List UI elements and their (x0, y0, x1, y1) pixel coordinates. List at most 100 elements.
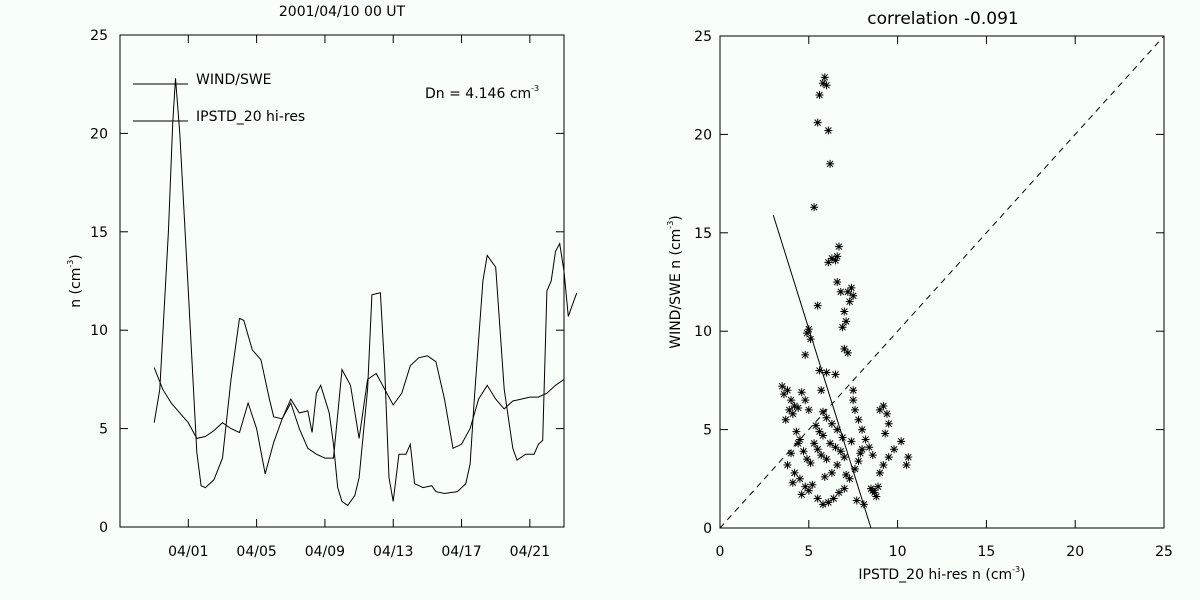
left-y-tick-label: 5 (99, 422, 108, 438)
left-chart-title: 2001/04/10 00 UT (279, 4, 406, 20)
scatter-point (843, 348, 852, 357)
scatter-point (797, 388, 806, 397)
legend-label-ipstd: IPSTD_20 hi-res (196, 109, 305, 125)
series-line-ipstd (153, 355, 565, 475)
scatter-point (838, 433, 847, 442)
scatter-point (842, 470, 851, 479)
scatter-point (794, 439, 803, 448)
scatter-point (843, 287, 852, 296)
scatter-point (820, 472, 829, 481)
equality-dashed-line (719, 35, 1165, 529)
scatter-point (840, 307, 849, 316)
regression-fit-line (772, 214, 872, 529)
scatter-point (827, 468, 836, 477)
scatter-point (852, 496, 861, 505)
scatter-point (801, 396, 810, 405)
left-x-tick-label: 04/13 (373, 544, 413, 560)
right-x-tick-label: 5 (804, 544, 813, 560)
scatter-point (781, 415, 790, 424)
scatter-point (806, 459, 815, 468)
scatter-point (778, 382, 787, 391)
scatter-point (872, 492, 881, 501)
right-y-tick-label: 15 (694, 226, 712, 242)
left-x-tick-label: 04/17 (441, 544, 481, 560)
scatter-point (897, 437, 906, 446)
right-y-tick-label: 10 (694, 324, 712, 340)
scatter-point (790, 401, 799, 410)
right-plot-frame (719, 35, 1165, 529)
scatter-point (868, 486, 877, 495)
scatter-point (865, 443, 874, 452)
scatter-point (881, 429, 890, 438)
scatter-point (842, 317, 851, 326)
left-x-tick-label: 04/01 (168, 544, 208, 560)
scatter-point (840, 484, 849, 493)
scatter-point (859, 500, 868, 509)
scatter-point (822, 81, 831, 90)
scatter-point (808, 480, 817, 489)
scatter-point (819, 500, 828, 509)
scatter-point (824, 498, 833, 507)
scatter-point (783, 386, 792, 395)
scatter-chart: correlation -0.091 0 5 10 15 20 25 0 5 10 15 20 25… (666, 9, 1173, 583)
legend-label-wind-swe: WIND/SWE (196, 72, 272, 88)
scatter-point (813, 494, 822, 503)
right-x-tick-label: 15 (977, 544, 995, 560)
scatter-point (813, 301, 822, 310)
left-y-tick-label: 25 (90, 28, 108, 44)
scatter-point (858, 425, 867, 434)
scatter-point (822, 368, 831, 377)
scatter-point (854, 457, 863, 466)
scatter-point (824, 126, 833, 135)
scatter-point (827, 419, 836, 428)
scatter-point (799, 447, 808, 456)
scatter-point (797, 490, 806, 499)
scatter-point (875, 405, 884, 414)
scatter-points (778, 73, 913, 509)
left-x-tick-label: 04/09 (305, 544, 345, 560)
right-x-tick-label: 20 (1066, 544, 1084, 560)
scatter-point (819, 431, 828, 440)
scatter-point (817, 451, 826, 460)
left-y-tick-label: 20 (90, 126, 108, 142)
scatter-point (806, 335, 815, 344)
scatter-point (875, 468, 884, 477)
scatter-point (858, 445, 867, 454)
scatter-point (840, 453, 849, 462)
scatter-point (834, 488, 843, 497)
scatter-point (850, 405, 859, 414)
scatter-point (787, 396, 796, 405)
scatter-point (785, 405, 794, 414)
scatter-point (815, 427, 824, 436)
right-x-tick-label: 10 (889, 544, 907, 560)
scatter-point (813, 445, 822, 454)
scatter-point (827, 254, 836, 263)
scatter-point (824, 258, 833, 267)
right-x-tick-label: 0 (716, 544, 725, 560)
scatter-point (819, 407, 828, 416)
left-series-group (153, 78, 578, 507)
left-y-axis: 0 5 10 15 20 25 (90, 28, 564, 536)
scatter-point (804, 405, 813, 414)
scatter-point (822, 413, 831, 422)
scatter-point (840, 344, 849, 353)
scatter-point (902, 461, 911, 470)
scatter-point (854, 415, 863, 424)
scatter-point (792, 427, 801, 436)
dn-annotation: Dn = 4.146 cm-3 (425, 84, 539, 102)
scatter-point (790, 468, 799, 477)
right-x-tick-label: 25 (1155, 544, 1173, 560)
scatter-point (810, 439, 819, 448)
scatter-point (847, 437, 856, 446)
scatter-point (845, 474, 854, 483)
scatter-point (787, 449, 796, 458)
right-x-axis: 0 5 10 15 20 25 (716, 36, 1173, 560)
scatter-point (831, 443, 840, 452)
scatter-point (788, 409, 797, 418)
scatter-point (836, 287, 845, 296)
scatter-point (831, 256, 840, 265)
left-x-axis: 04/01 04/05 04/09 04/13 04/17 04/21 (168, 35, 550, 560)
right-y-tick-label: 0 (703, 521, 712, 537)
scatter-point (815, 366, 824, 375)
scatter-point (849, 386, 858, 395)
